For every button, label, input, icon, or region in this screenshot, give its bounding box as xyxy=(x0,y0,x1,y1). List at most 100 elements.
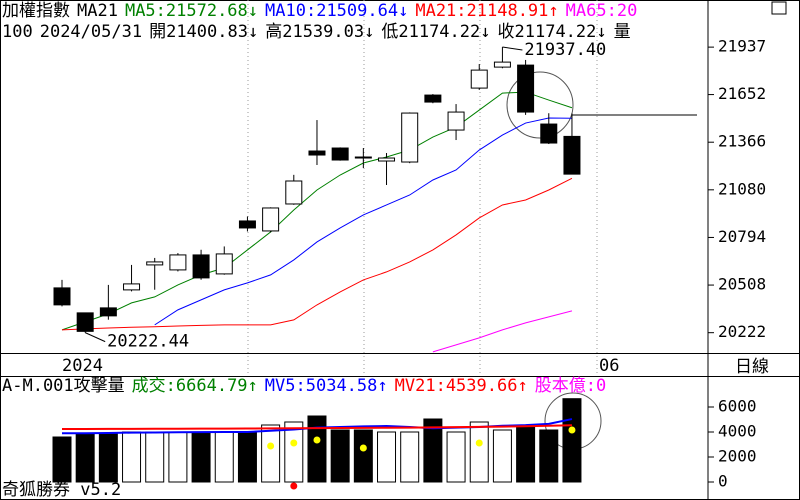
candle-body xyxy=(192,254,210,279)
header-item: ↑ xyxy=(548,1,558,21)
header-item: 加權指數 xyxy=(2,1,70,21)
header-item: MA21:21148.91 xyxy=(415,1,548,21)
header-item: 高21539.03 xyxy=(265,22,364,42)
candle-body xyxy=(123,283,141,291)
y-tick-label: 21080 xyxy=(718,179,766,198)
header-item: 量 xyxy=(614,22,631,42)
volume-bar xyxy=(214,431,234,483)
candle-body xyxy=(540,123,558,144)
volume-bar xyxy=(191,431,211,483)
candle-body xyxy=(563,135,581,175)
y-tick-label: 2000 xyxy=(718,447,757,466)
candle-body xyxy=(401,112,419,163)
header-item: ↓ xyxy=(398,1,408,21)
candle-body xyxy=(99,307,117,317)
volume-bar xyxy=(562,398,582,483)
header: 加權指數 MA21 MA5:21572.68↓ MA10:21509.64↓ MA21:… xyxy=(2,1,637,42)
volume-bar xyxy=(377,431,397,483)
ma-line xyxy=(62,424,572,430)
header-item: MA21 xyxy=(77,1,118,21)
header-item: 股本億:0 xyxy=(535,376,606,396)
volume-bar xyxy=(307,415,327,483)
header-item: ↑ xyxy=(248,376,258,396)
y-tick-label: 0 xyxy=(718,472,728,491)
candle-body xyxy=(53,287,71,306)
header-item: ↓ xyxy=(248,1,258,21)
header-item: ↑ xyxy=(377,376,387,396)
candle-body xyxy=(331,147,349,161)
header-item: MA65:20 xyxy=(566,1,638,21)
candle-body xyxy=(424,94,442,103)
volume-bar xyxy=(492,429,512,483)
signal-dot xyxy=(475,439,483,447)
header-line: 100 2024/05/31 開21400.83↓ 高21539.03↓ 低21174.… xyxy=(2,22,631,42)
signal-dot xyxy=(568,426,576,434)
volume-bar xyxy=(237,431,257,483)
volume-bar xyxy=(52,436,72,483)
header-item: 成交:6664.79 xyxy=(132,376,248,396)
candle-body xyxy=(470,69,488,89)
volume-bar xyxy=(516,424,536,483)
header-item: MA5:21572.68 xyxy=(125,1,248,21)
candle-body xyxy=(76,312,94,332)
y-tick-label: 20222 xyxy=(718,322,766,341)
candle-body xyxy=(262,207,280,232)
candle-body xyxy=(378,157,396,162)
volume-bar xyxy=(446,431,466,483)
period-separators xyxy=(247,0,598,376)
ma-line xyxy=(61,177,573,331)
annotation: 21937.40 xyxy=(524,40,606,60)
candle-body xyxy=(354,156,372,159)
candle-body xyxy=(447,111,465,131)
y-tick-label: 21937 xyxy=(718,37,766,56)
volume-bar xyxy=(330,429,350,483)
volume-bar xyxy=(145,431,165,483)
volume-bar xyxy=(353,429,373,483)
candle-body xyxy=(493,61,511,68)
x-tick-label: 2024 xyxy=(62,356,103,376)
header: A-M.001攻擊量 成交:6664.79↑ MV5:5034.58↑ MV21:45… xyxy=(2,376,606,396)
volume-bar xyxy=(98,432,118,483)
header-line: 加權指數 MA21 MA5:21572.68↓ MA10:21509.64↓ MA21:… xyxy=(2,1,637,21)
volume-bar xyxy=(423,418,443,483)
volume-bar xyxy=(284,421,304,483)
volume-bar xyxy=(122,431,142,483)
header-item: A-M.001攻擊量 xyxy=(2,376,125,396)
highlight-circle xyxy=(506,71,574,139)
footer: 奇狐勝券 v5.2 xyxy=(2,480,121,500)
y-tick-label: 20794 xyxy=(718,227,766,246)
signal-dot xyxy=(290,439,298,447)
header-line: A-M.001攻擊量 成交:6664.79↑ MV5:5034.58↑ MV21:45… xyxy=(2,376,606,396)
header-item: 低21174.22 xyxy=(381,22,480,42)
header-item: 100 xyxy=(2,22,33,42)
header-item: ↓ xyxy=(248,22,258,42)
candle-body xyxy=(308,150,326,156)
annotation: 20222.44 xyxy=(107,332,189,352)
signal-dot xyxy=(359,444,367,452)
ma-line xyxy=(154,117,572,326)
volume-bar xyxy=(400,431,420,483)
header-item: 2024/05/31 xyxy=(40,22,142,42)
window-button[interactable] xyxy=(771,1,787,15)
candle-body xyxy=(215,253,233,275)
signal-dot xyxy=(267,442,275,450)
volume-bar xyxy=(539,429,559,483)
ma-line xyxy=(432,310,573,353)
y-tick-label: 20508 xyxy=(718,275,766,294)
header-item: 收21174.22 xyxy=(498,22,597,42)
volume-bar xyxy=(469,421,489,483)
y-tick-label: 6000 xyxy=(718,397,757,416)
y-tick-label: 21366 xyxy=(718,132,766,151)
header-item: ↓ xyxy=(596,22,606,42)
y-tick-label: 21652 xyxy=(718,84,766,103)
candle-body xyxy=(285,180,303,205)
header-item: ↓ xyxy=(364,22,374,42)
annotation-leader xyxy=(502,46,523,51)
header-item: MV21:4539.66 xyxy=(395,376,518,396)
period-label: 日線 xyxy=(735,357,769,377)
volume-bar xyxy=(168,431,188,483)
candle-body xyxy=(238,220,256,229)
header-item: MV5:5034.58 xyxy=(265,376,378,396)
ma-line xyxy=(61,91,573,331)
